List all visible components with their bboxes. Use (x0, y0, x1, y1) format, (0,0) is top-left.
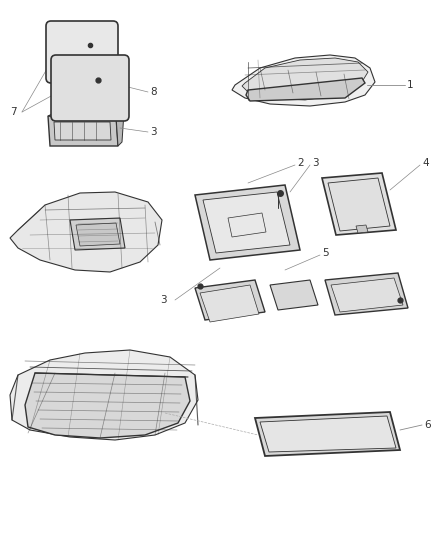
Text: 2: 2 (297, 158, 304, 168)
Polygon shape (246, 78, 365, 101)
Polygon shape (200, 285, 259, 322)
Text: 8: 8 (150, 87, 157, 97)
Polygon shape (255, 412, 400, 456)
Text: 6: 6 (424, 420, 431, 430)
Polygon shape (356, 225, 368, 233)
Text: 5: 5 (322, 248, 328, 258)
Polygon shape (325, 273, 408, 315)
Text: 1: 1 (407, 80, 413, 90)
Polygon shape (203, 192, 290, 253)
Polygon shape (76, 223, 120, 246)
Polygon shape (322, 173, 396, 235)
Polygon shape (260, 416, 396, 452)
Polygon shape (10, 350, 198, 440)
Polygon shape (48, 116, 118, 146)
Text: 3: 3 (160, 295, 166, 305)
Polygon shape (331, 278, 403, 312)
Polygon shape (242, 58, 368, 100)
Polygon shape (25, 373, 190, 438)
Polygon shape (195, 185, 300, 260)
Polygon shape (195, 280, 265, 320)
Text: 7: 7 (10, 107, 17, 117)
Polygon shape (70, 218, 125, 250)
FancyBboxPatch shape (51, 55, 129, 121)
Polygon shape (54, 122, 111, 140)
Polygon shape (270, 280, 318, 310)
FancyBboxPatch shape (46, 21, 118, 83)
Polygon shape (232, 55, 375, 106)
Polygon shape (48, 112, 124, 116)
Text: 3: 3 (150, 127, 157, 137)
Text: 4: 4 (422, 158, 429, 168)
Text: 3: 3 (312, 158, 318, 168)
Polygon shape (10, 192, 162, 272)
Polygon shape (116, 112, 124, 146)
